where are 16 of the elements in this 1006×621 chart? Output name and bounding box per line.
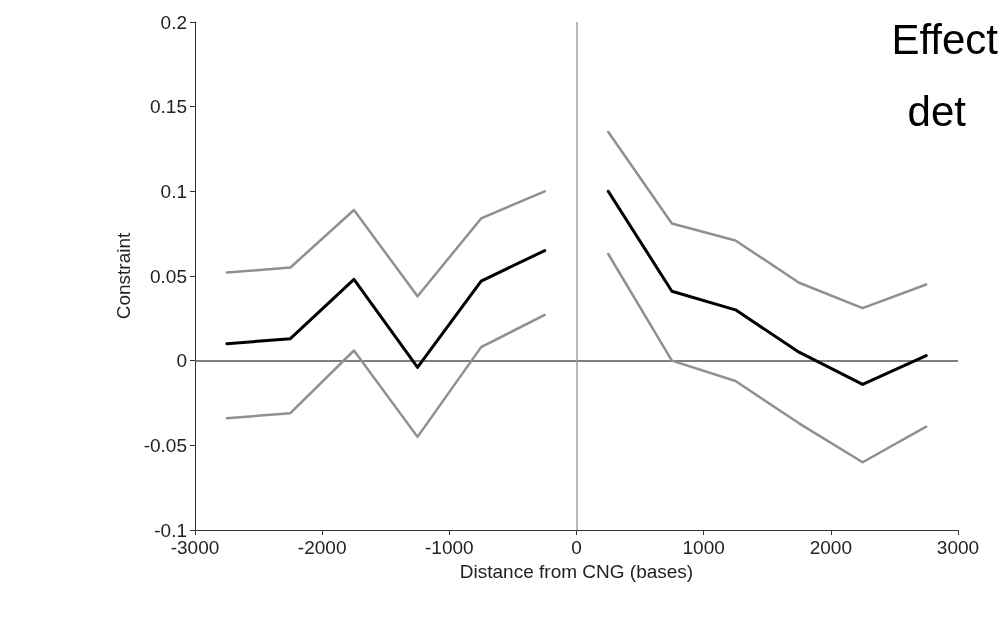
annotation: Effect xyxy=(891,15,999,63)
x-tick-label: 0 xyxy=(571,537,582,558)
y-tick-label: 0.15 xyxy=(150,96,187,118)
y-tick-label: 0.05 xyxy=(150,265,187,287)
y-tick-label: 0.1 xyxy=(160,180,187,202)
annotation: det xyxy=(907,87,967,135)
y-tick-label: -0.05 xyxy=(143,434,187,456)
y-axis-title: Constraint xyxy=(112,231,134,320)
x-tick-label: -2000 xyxy=(297,537,347,558)
x-tick-label: 3000 xyxy=(936,537,980,558)
x-axis-title: Distance from CNG (bases) xyxy=(459,560,694,582)
y-tick-label: 0.2 xyxy=(160,11,187,33)
x-tick-label: -1000 xyxy=(425,537,474,558)
y-tick-label: 0 xyxy=(176,350,187,372)
x-tick-label: 2000 xyxy=(809,537,852,558)
x-tick-label: 1000 xyxy=(682,537,725,558)
